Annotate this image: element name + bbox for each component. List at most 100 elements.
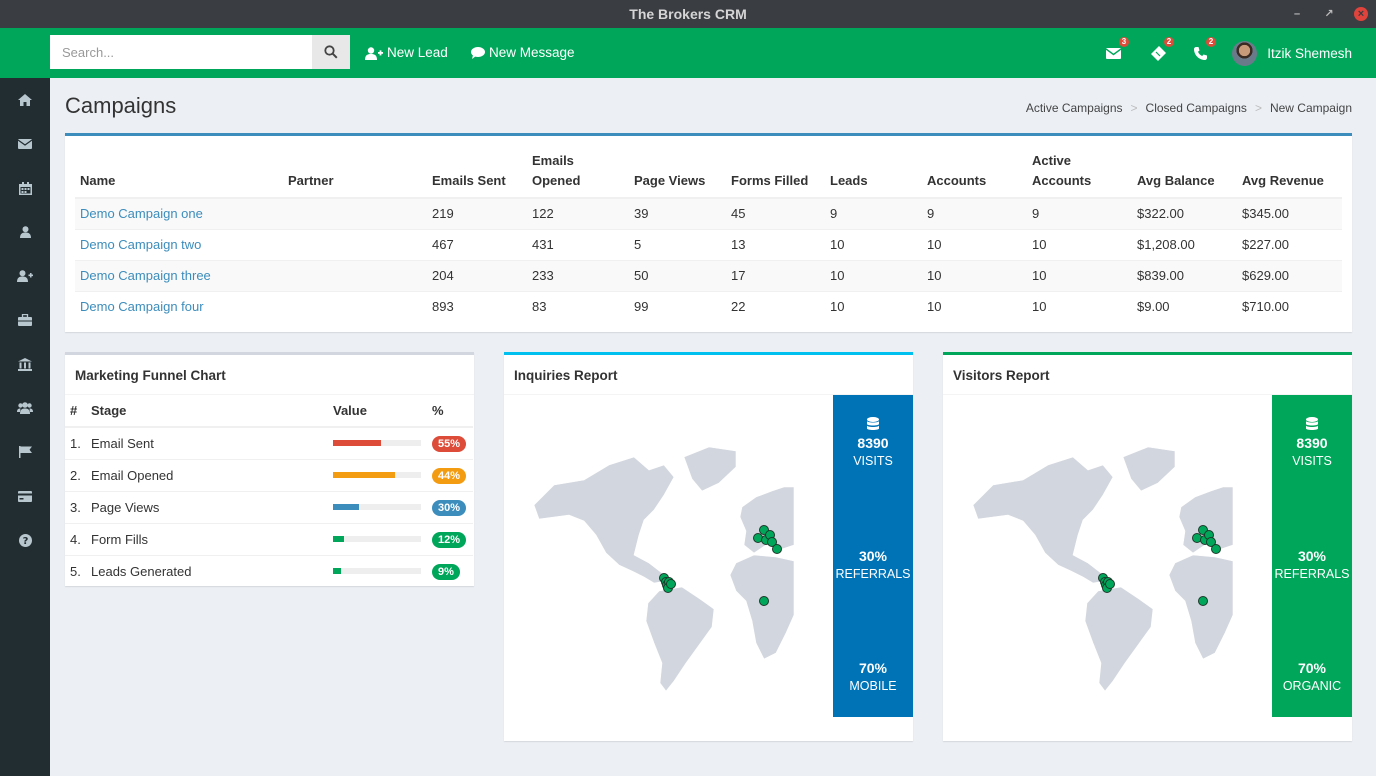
stat-label: REFERRALS (1274, 567, 1350, 581)
stat-value: 8390 (857, 435, 889, 451)
table-cell: Demo Campaign three (75, 259, 283, 291)
column-header: % (427, 395, 473, 428)
column-header[interactable]: Avg Revenue (1237, 146, 1342, 199)
sidebar-item-add-user[interactable] (0, 254, 50, 298)
close-icon[interactable]: × (1354, 7, 1368, 21)
progress-fill (333, 568, 341, 575)
table-cell: 10 (825, 290, 922, 322)
user-icon (19, 226, 31, 238)
bank-icon (18, 357, 32, 371)
funnel-progress (328, 490, 427, 523)
search-button[interactable] (312, 35, 350, 69)
breadcrumb-active-campaigns[interactable]: Active Campaigns (1025, 101, 1123, 115)
calls-menu[interactable]: 2 (1190, 37, 1216, 63)
table-cell: $345.00 (1237, 197, 1342, 229)
funnel-row: 5. Leads Generated 9% (65, 554, 473, 587)
africa-shape (1168, 554, 1233, 660)
column-header[interactable]: Active Accounts (1027, 146, 1132, 199)
stat-label: VISITS (853, 454, 893, 468)
column-header[interactable]: Emails Opened (527, 146, 629, 199)
table-cell: 204 (427, 259, 527, 291)
sidebar-item-credit-card[interactable] (0, 474, 50, 518)
sidebar-item-mail[interactable] (0, 122, 50, 166)
user-menu[interactable]: Itzik Shemesh (1232, 28, 1352, 78)
table-cell: 39 (629, 197, 726, 229)
campaign-link[interactable]: Demo Campaign three (80, 268, 211, 283)
column-header[interactable]: Accounts (922, 146, 1027, 199)
column-header[interactable]: Leads (825, 146, 922, 199)
column-header[interactable]: Partner (283, 146, 427, 199)
sidebar-item-calendar[interactable] (0, 166, 50, 210)
campaigns-table-box: Name Partner Emails Sent Emails Opened P… (65, 133, 1352, 332)
column-header[interactable]: Forms Filled (726, 146, 825, 199)
table-header-row: # Stage Value % (65, 395, 473, 428)
table-cell: 431 (527, 228, 629, 260)
column-header[interactable]: Page Views (629, 146, 726, 199)
tickets-menu[interactable]: 2 (1148, 37, 1174, 63)
sidebar-item-users[interactable] (0, 386, 50, 430)
sidebar-item-bank[interactable] (0, 342, 50, 386)
column-header: Value (328, 395, 427, 428)
table-cell: 233 (527, 259, 629, 291)
visitors-title: Visitors Report (943, 355, 1352, 395)
stat-value: 30% (858, 548, 888, 564)
sidebar-item-user[interactable] (0, 210, 50, 254)
funnel-stage: Email Opened (86, 458, 328, 491)
comment-icon (471, 47, 485, 59)
map-marker[interactable] (767, 537, 777, 547)
new-message-link[interactable]: New Message (471, 28, 575, 78)
new-lead-label: New Lead (387, 45, 448, 60)
top-navbar: New Lead New Message 3 2 2 Itzik Shemesh (0, 28, 1376, 78)
sidebar-item-home[interactable] (0, 78, 50, 122)
new-lead-link[interactable]: New Lead (365, 28, 448, 78)
table-cell: 10 (825, 228, 922, 260)
percent-badge: 9% (432, 563, 460, 580)
percent-badge: 44% (432, 467, 467, 484)
stat-label: MOBILE (849, 679, 897, 693)
column-header[interactable]: Avg Balance (1132, 146, 1237, 199)
world-map (972, 446, 1233, 692)
south-america-shape (645, 586, 715, 692)
table-cell: 50 (629, 259, 726, 291)
envelope-icon (1105, 47, 1121, 59)
campaign-link[interactable]: Demo Campaign two (80, 237, 202, 252)
progress-bar (333, 472, 421, 478)
minimize-icon[interactable]: – (1293, 8, 1301, 20)
table-cell: 10 (1027, 259, 1132, 291)
question-circle-icon: ? (18, 533, 32, 547)
funnel-row: 1. Email Sent 55% (65, 426, 473, 459)
messages-menu[interactable]: 3 (1103, 37, 1129, 63)
inquiries-report-box: Inquiries Report 8390 VISITS 30% REFERRA… (504, 352, 913, 741)
map-marker[interactable] (772, 544, 782, 554)
campaign-link[interactable]: Demo Campaign one (80, 206, 203, 222)
sidebar-item-flag[interactable] (0, 430, 50, 474)
ticket-icon (1150, 45, 1166, 61)
table-cell: Demo Campaign four (75, 290, 283, 322)
map-marker[interactable] (666, 579, 676, 589)
campaign-link[interactable]: Demo Campaign four (80, 299, 204, 315)
calls-count: 2 (1206, 37, 1216, 47)
column-header[interactable]: Name (75, 146, 283, 199)
map-marker[interactable] (1105, 579, 1115, 589)
funnel-percent-cell: 9% (427, 554, 473, 587)
map-marker[interactable] (1211, 544, 1221, 554)
stat-value: 70% (858, 660, 888, 676)
map-marker[interactable] (759, 596, 769, 606)
column-header[interactable]: Emails Sent (427, 146, 527, 199)
map-marker[interactable] (1198, 596, 1208, 606)
inquiries-stats-panel: 8390 VISITS 30% REFERRALS 70% MOBILE (833, 395, 913, 717)
map-marker[interactable] (1206, 537, 1216, 547)
breadcrumb-closed-campaigns[interactable]: Closed Campaigns (1145, 101, 1247, 115)
restore-icon[interactable]: ↗ (1324, 8, 1334, 20)
inquiries-title: Inquiries Report (504, 355, 913, 395)
breadcrumb-new-campaign[interactable]: New Campaign (1269, 101, 1352, 115)
progress-fill (333, 472, 395, 478)
search-form (50, 35, 350, 69)
funnel-stage: Form Fills (86, 522, 328, 555)
phone-icon (1193, 46, 1207, 60)
table-cell: 10 (1027, 290, 1132, 322)
sidebar-item-briefcase[interactable] (0, 298, 50, 342)
sidebar-item-help[interactable]: ? (0, 518, 50, 562)
funnel-progress (328, 426, 427, 459)
search-input[interactable] (50, 35, 312, 69)
